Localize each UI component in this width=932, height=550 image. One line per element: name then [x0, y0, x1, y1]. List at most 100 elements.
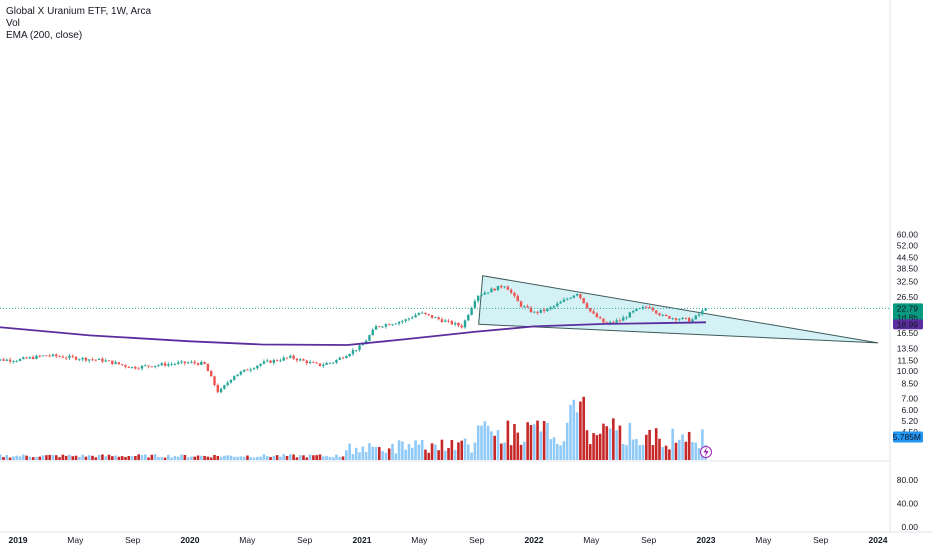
candle-body: [275, 359, 279, 361]
candle: [295, 357, 299, 363]
chart-legend: Global X Uranium ETF, 1W, Arca Vol EMA (…: [6, 6, 151, 42]
time-tick-label: May: [583, 535, 600, 545]
volume-bar: [308, 454, 312, 460]
volume-bar: [404, 449, 407, 460]
volume-bar: [160, 457, 164, 460]
candlesticks: [0, 284, 707, 394]
candle: [602, 318, 605, 323]
candle: [318, 363, 322, 367]
candle-body: [486, 292, 490, 294]
candle-body: [18, 358, 22, 361]
lightning-icon[interactable]: [700, 446, 712, 458]
volume-bar: [163, 457, 167, 460]
candle-body: [153, 365, 157, 368]
candle: [549, 306, 552, 311]
candle: [282, 356, 285, 362]
candle-body: [655, 310, 658, 314]
volume-bar: [605, 426, 609, 460]
volume-bar: [635, 438, 638, 460]
volume-bar: [331, 457, 335, 460]
candle: [117, 362, 121, 365]
candle-body: [579, 294, 582, 299]
volume-bar: [542, 421, 546, 460]
candle-body: [226, 382, 229, 386]
candle: [157, 364, 160, 368]
ema-badge-text: 18.99: [897, 319, 919, 329]
candle-body: [453, 322, 457, 325]
volume-bar: [87, 455, 91, 460]
lightning-icon-bolt[interactable]: [703, 447, 709, 457]
volume-bar: [575, 412, 579, 460]
candle-body: [81, 357, 84, 360]
candle: [285, 357, 289, 360]
candle: [668, 315, 671, 320]
price-tick-label: 11.50: [897, 356, 918, 366]
candle-body: [157, 365, 160, 366]
price-tick-label: 38.50: [897, 263, 919, 273]
candle: [163, 361, 167, 368]
candle: [97, 358, 101, 360]
candle-body: [490, 288, 493, 293]
volume-bar: [687, 431, 691, 460]
volume-bar: [117, 456, 121, 460]
volume-bar: [134, 456, 137, 460]
candle: [341, 356, 345, 360]
candle-body: [295, 358, 299, 361]
candle-body: [193, 361, 196, 364]
volume-bar: [312, 455, 315, 460]
candle-body: [25, 357, 28, 359]
candle: [216, 383, 219, 393]
volume-bar: [81, 454, 84, 460]
candle: [325, 361, 328, 365]
candle-body: [107, 360, 111, 362]
volume-bar: [364, 451, 368, 460]
volume-bar: [252, 457, 256, 460]
candle-body: [328, 362, 332, 364]
candle: [104, 358, 107, 363]
candle-body: [51, 354, 55, 356]
time-tick-label: May: [411, 535, 428, 545]
candle: [5, 358, 9, 362]
time-tick-label: Sep: [297, 535, 312, 545]
candle: [38, 354, 41, 358]
volume-bars: [0, 396, 707, 460]
candle-body: [219, 388, 223, 393]
candle-body: [71, 355, 74, 357]
candle-body: [101, 358, 104, 362]
candle-body: [160, 363, 163, 366]
candle: [94, 359, 98, 362]
candle: [506, 285, 510, 290]
volume-bar: [298, 455, 302, 460]
candle: [463, 319, 467, 329]
candle: [312, 360, 315, 363]
volume-bar: [229, 455, 233, 460]
volume-bar: [552, 437, 556, 460]
candle-body: [144, 365, 147, 367]
candle-body: [355, 349, 358, 351]
price-tick-label: 26.50: [897, 292, 919, 302]
candle-body: [628, 312, 632, 318]
candle: [539, 309, 543, 314]
volume-bar: [203, 455, 206, 460]
candle: [536, 311, 539, 316]
candle: [15, 360, 18, 363]
volume-bar: [467, 444, 470, 460]
volume-bar: [216, 455, 220, 460]
candle-body: [64, 357, 68, 359]
candle: [697, 313, 701, 318]
candle-body: [691, 319, 694, 322]
candle: [658, 312, 661, 317]
volume-bar: [437, 450, 440, 460]
candle-body: [635, 308, 638, 311]
candle: [648, 305, 651, 309]
candle-body: [556, 303, 559, 306]
volume-bar: [282, 454, 286, 460]
candle: [559, 300, 562, 304]
volume-bar: [506, 420, 510, 460]
candle-body: [374, 326, 378, 330]
candle-body: [114, 362, 117, 365]
volume-bar: [71, 456, 75, 460]
candle-body: [704, 308, 707, 311]
volume-bar: [450, 440, 454, 460]
